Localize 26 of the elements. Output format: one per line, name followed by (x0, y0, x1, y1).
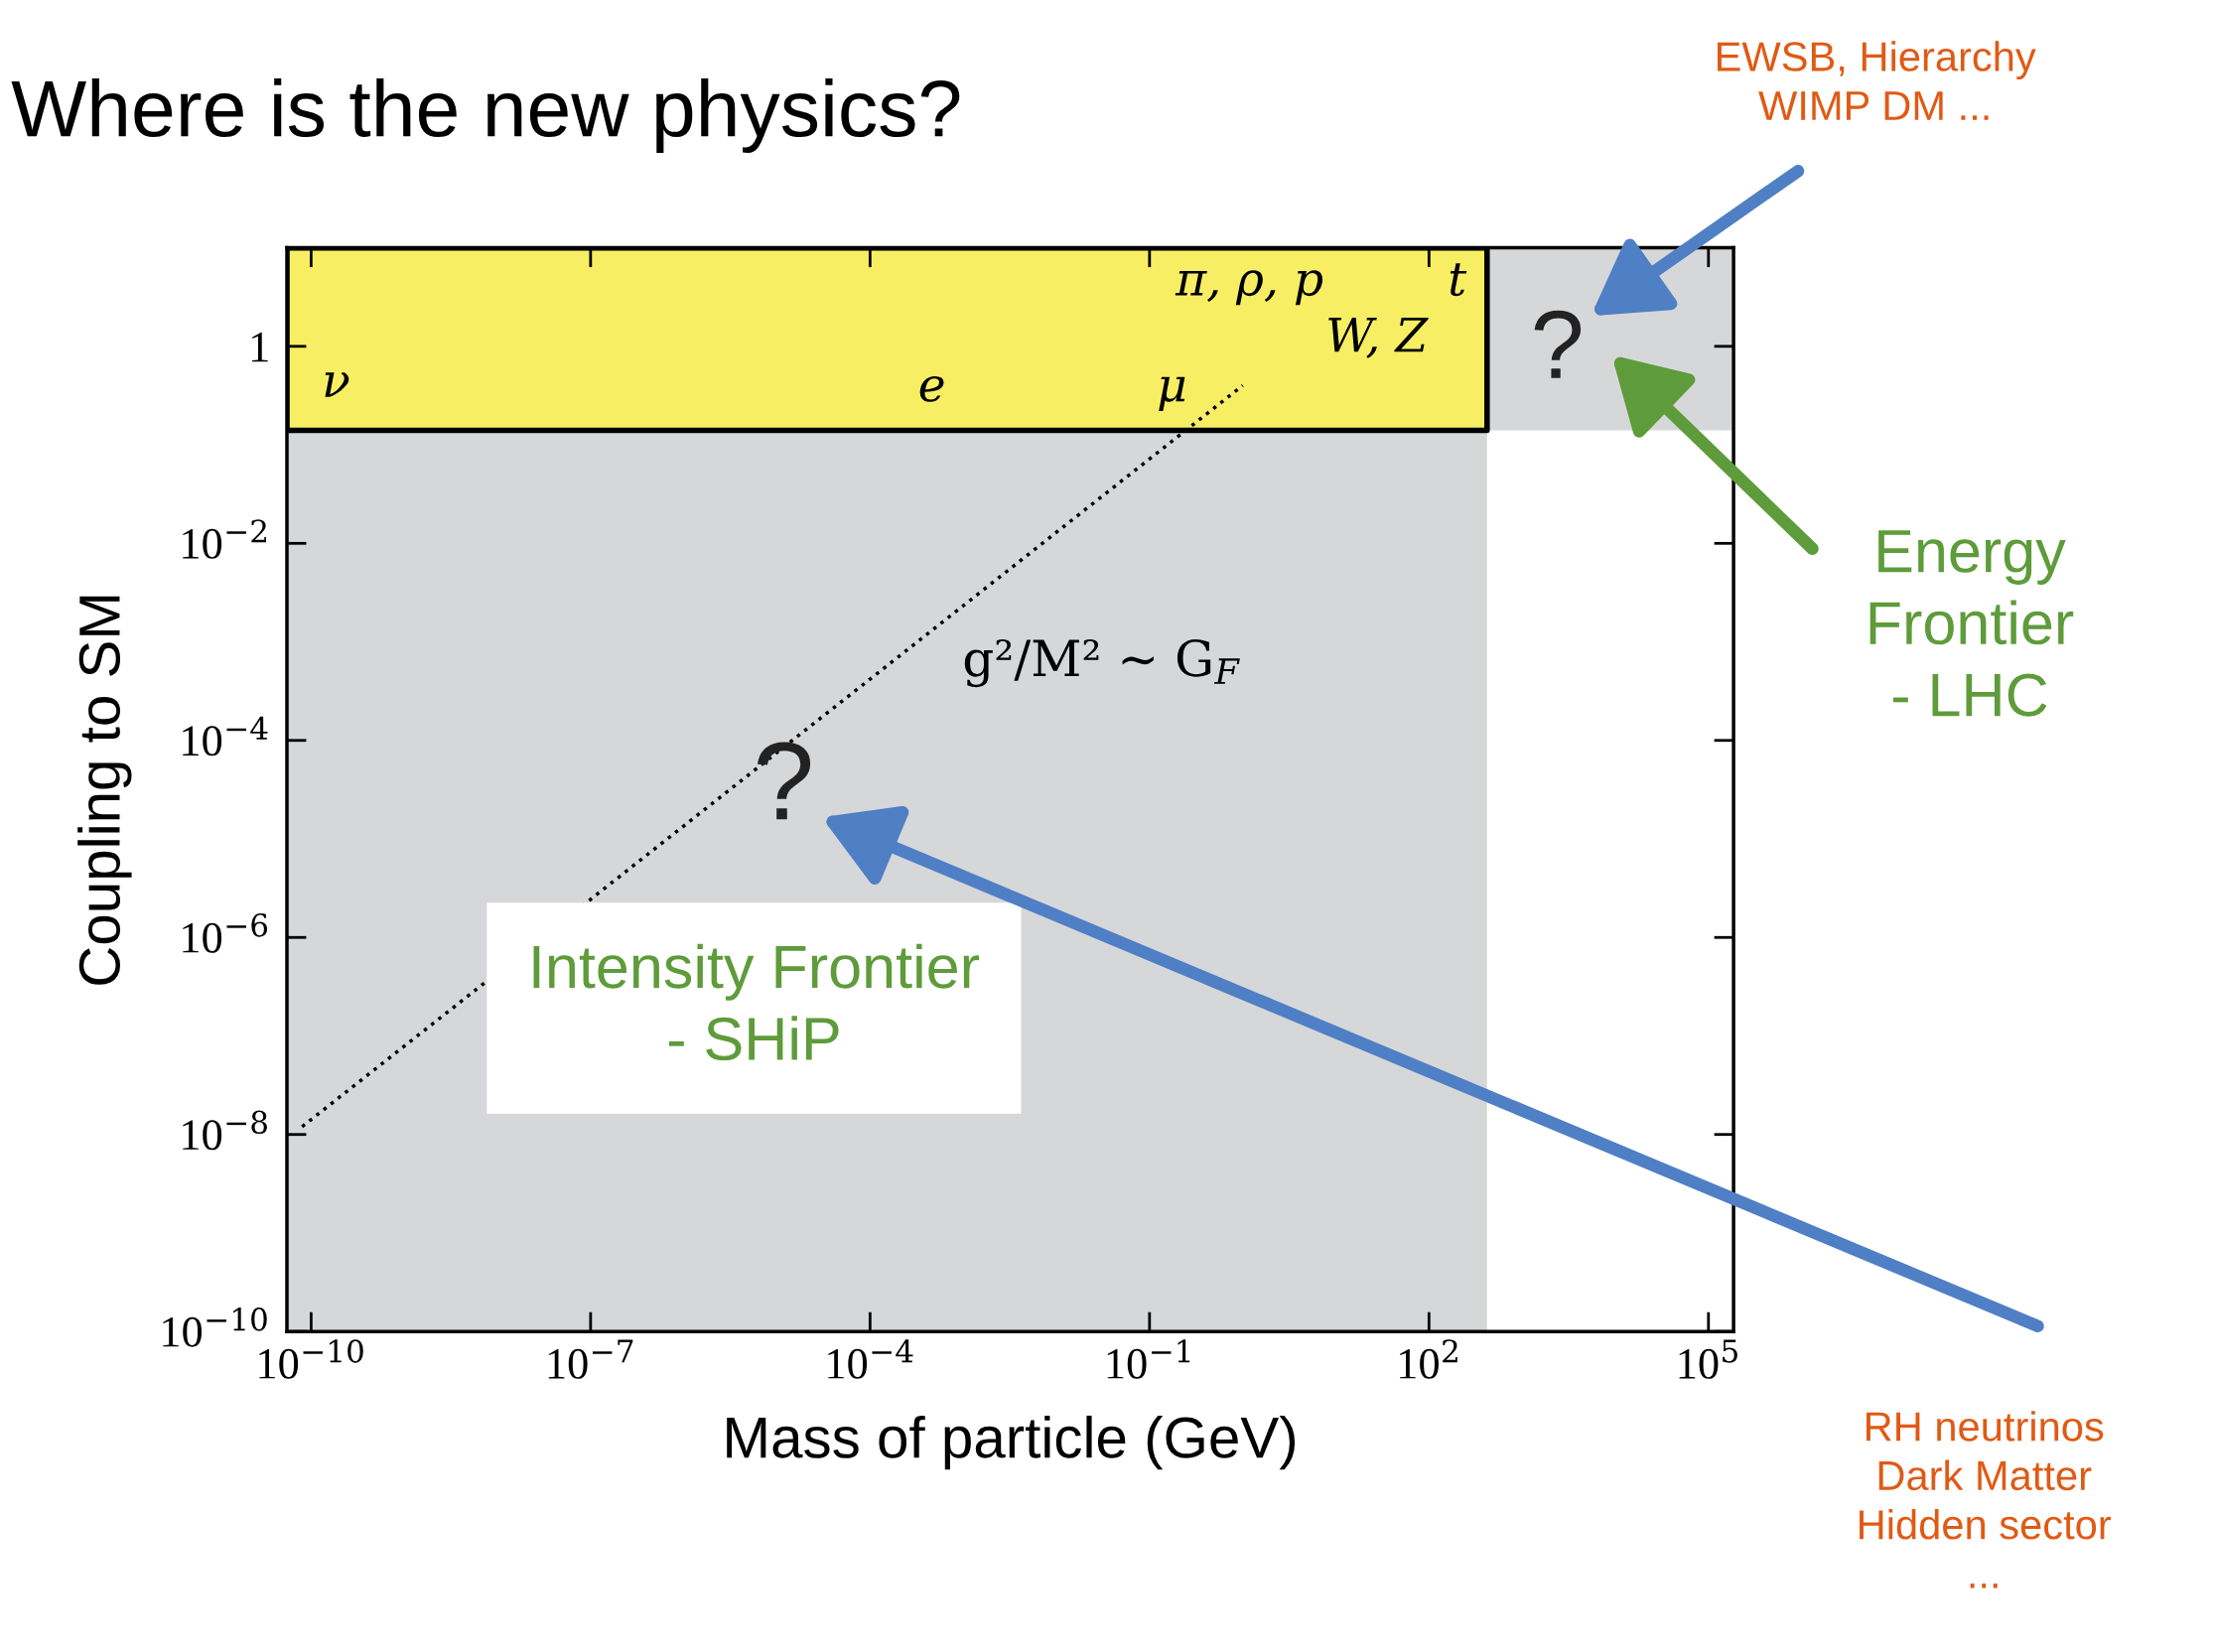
y-tick-label: 10$^{−4}$ (183, 716, 268, 757)
annotation: ? (757, 742, 811, 820)
annotation: g²/M² ~ G$_{F}$ (964, 638, 1240, 688)
y-axis-title: Coupling to SM (77, 596, 132, 985)
y-tick-label: 10$^{−2}$ (183, 519, 266, 559)
annotation: W, Z (1328, 317, 1429, 358)
x-tick-label: 10$^{5}$ (1679, 1339, 1737, 1379)
annotation: t (1450, 263, 1467, 297)
x-axis-title: Mass of particle (GeV) (727, 1415, 1296, 1470)
annotation: e (919, 375, 944, 402)
text: Energy Frontier - LHC (1869, 530, 2074, 717)
x-tick-label: 10$^{−4}$ (828, 1339, 913, 1379)
annotation: μ (1159, 376, 1185, 411)
text: RH neutrinos Dark Matter Hidden sector ... (1860, 1411, 2112, 1588)
y-tick-label: 10$^{−6}$ (183, 913, 268, 953)
x-tick-label: 10$^{−7}$ (548, 1339, 633, 1379)
x-tick-label: 10$^{−1}$ (1107, 1339, 1190, 1379)
x-tick-label: 10$^{2}$ (1400, 1339, 1457, 1379)
y-tick-label: 1 (252, 332, 268, 362)
annotation: ? (1534, 310, 1582, 378)
annotation: π, ρ, p (1175, 270, 1323, 306)
text: EWSB, Hierarchy WIMP DM ... (1718, 41, 2036, 120)
chart-title: Where is the new physics? (11, 77, 960, 154)
annotation: Intensity Frontier - SHiP (533, 943, 980, 1061)
y-tick-label: 10$^{−8}$ (183, 1110, 267, 1151)
annotation: ν (325, 372, 349, 397)
